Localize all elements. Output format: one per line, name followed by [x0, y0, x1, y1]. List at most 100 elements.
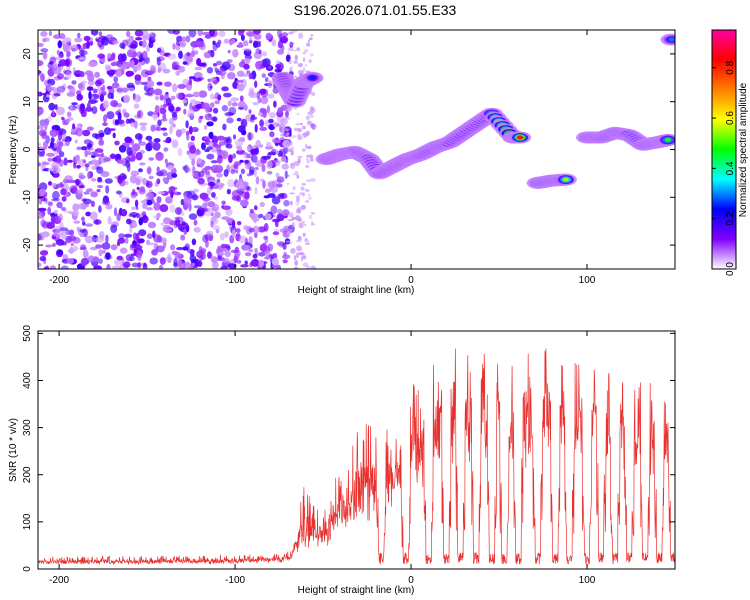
noise-blob — [153, 138, 161, 143]
noise-blob — [250, 258, 260, 267]
noise-blob — [133, 103, 140, 109]
sparse-blob — [293, 266, 299, 269]
noise-blob — [264, 78, 269, 83]
noise-blob — [116, 255, 124, 261]
noise-blob — [62, 37, 72, 44]
noise-blob — [112, 132, 116, 139]
noise-blob — [74, 37, 83, 43]
noise-blob — [204, 136, 210, 141]
noise-blob — [70, 242, 75, 247]
noise-blob — [51, 110, 55, 117]
sparse-blob — [295, 195, 301, 199]
sparse-blob — [292, 160, 299, 166]
noise-blob — [254, 123, 258, 133]
spectrogram-x-tick-label: 0 — [408, 275, 414, 286]
noise-blob — [234, 139, 244, 147]
noise-blob — [61, 207, 67, 212]
noise-blob — [194, 128, 198, 132]
noise-blob — [133, 120, 138, 129]
noise-blob — [189, 145, 197, 154]
noise-blob — [66, 258, 74, 264]
noise-blob — [101, 242, 111, 250]
sparse-blob — [297, 128, 302, 133]
noise-blob — [170, 95, 176, 101]
noise-blob — [231, 229, 236, 238]
noise-blob — [123, 94, 130, 104]
spectrogram-y-tick-label: -20 — [22, 237, 33, 252]
noise-blob — [166, 171, 174, 180]
noise-blob — [141, 215, 149, 224]
noise-blob — [66, 111, 72, 118]
spectrogram-marks — [38, 30, 675, 269]
noise-blob — [56, 145, 62, 153]
sparse-blob — [288, 212, 294, 218]
noise-blob — [171, 250, 179, 256]
sparse-blob — [292, 173, 295, 176]
noise-blob — [48, 102, 56, 111]
noise-blob — [249, 92, 258, 99]
noise-blob — [282, 128, 290, 132]
noise-blob — [186, 190, 196, 199]
noise-blob — [127, 87, 135, 92]
noise-blob — [251, 213, 260, 222]
noise-blob — [163, 147, 169, 152]
noise-blob — [227, 179, 235, 188]
noise-blob — [38, 91, 41, 97]
noise-blob — [253, 168, 257, 178]
noise-blob — [38, 42, 44, 47]
noise-blob — [203, 51, 212, 59]
noise-blob — [216, 172, 223, 178]
snr-x-ticks: -200 -100 0 100 — [49, 331, 596, 586]
sparse-blob — [307, 197, 313, 200]
noise-blob — [107, 58, 113, 62]
sparse-blob — [296, 174, 300, 179]
noise-blob — [80, 109, 87, 118]
sparse-blob — [291, 216, 296, 221]
noise-blob — [117, 53, 124, 62]
noise-blob — [52, 62, 58, 69]
noise-blob — [81, 146, 88, 151]
noise-blob — [268, 112, 277, 119]
noise-blob — [214, 100, 220, 105]
noise-blob — [90, 30, 99, 36]
noise-blob — [243, 63, 250, 70]
noise-blob — [277, 40, 283, 49]
noise-blob — [192, 91, 200, 98]
sparse-blob — [291, 135, 297, 138]
noise-blob — [53, 93, 61, 97]
noise-blob — [48, 202, 53, 207]
noise-blob — [116, 212, 121, 222]
noise-blob — [211, 203, 220, 212]
sparse-blob — [289, 200, 293, 206]
noise-blob — [213, 142, 218, 148]
noise-blob — [175, 70, 181, 76]
sparse-blob — [305, 200, 310, 203]
noise-blob — [130, 170, 140, 177]
noise-blob — [76, 188, 84, 195]
noise-blob — [87, 171, 91, 180]
noise-blob — [69, 246, 74, 255]
noise-blob — [255, 139, 262, 149]
noise-blob — [90, 159, 98, 165]
noise-blob — [124, 237, 129, 244]
noise-blob — [249, 166, 255, 174]
sparse-blob — [298, 69, 304, 75]
noise-blob — [208, 131, 214, 140]
noise-blob — [175, 216, 184, 223]
noise-blob — [258, 112, 263, 116]
sparse-blob — [293, 255, 297, 261]
noise-blob — [194, 149, 201, 156]
sparse-blob — [306, 158, 310, 164]
noise-blob — [147, 76, 152, 81]
noise-blob — [223, 92, 232, 98]
sparse-blob — [307, 111, 314, 116]
noise-blob — [145, 79, 155, 88]
noise-blob — [159, 204, 169, 213]
sparse-blob — [297, 63, 303, 68]
noise-blob — [139, 162, 146, 166]
noise-blob — [254, 205, 258, 211]
noise-blob — [121, 142, 130, 149]
snr-y-tick-label: 0 — [22, 566, 33, 572]
noise-blob — [230, 249, 239, 254]
noise-blob — [191, 262, 196, 267]
